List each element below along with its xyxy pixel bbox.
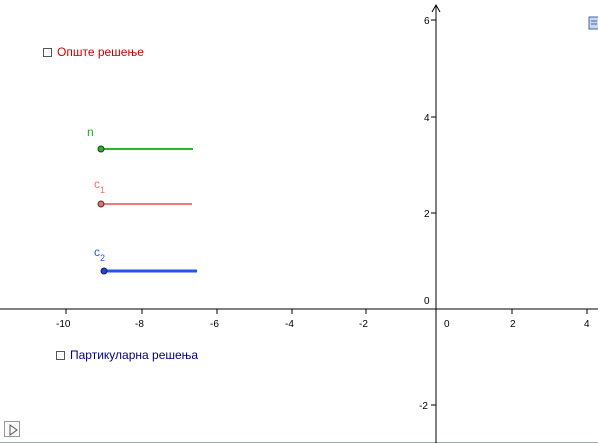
y-tick-label: 0	[424, 296, 430, 307]
slider-c1-knob[interactable]	[97, 200, 105, 208]
particular-solutions-label: Партикуларна решења	[70, 348, 199, 362]
x-tick-marks	[65, 309, 588, 314]
slider-n[interactable]: n	[87, 125, 193, 153]
slider-c2-label: c2	[94, 245, 105, 263]
x-tick-label: 0	[444, 319, 450, 330]
slider-c2-knob[interactable]	[100, 267, 108, 275]
general-solution-label: Опште решење	[57, 45, 144, 59]
x-tick-label: -8	[135, 319, 144, 330]
graphics-view-icon[interactable]	[588, 16, 598, 30]
general-solution-checkbox[interactable]: Опште решење	[43, 45, 144, 59]
slider-n-knob[interactable]	[97, 145, 105, 153]
slider-n-label: n	[87, 125, 94, 139]
x-tick-label: 4	[584, 319, 590, 330]
y-axis-arrow	[431, 3, 441, 13]
play-button[interactable]	[4, 421, 20, 437]
x-tick-label: 2	[510, 319, 516, 330]
slider-c2[interactable]: c2	[94, 245, 197, 275]
particular-solutions-checkbox[interactable]: Партикуларна решења	[56, 348, 198, 362]
y-tick-label: 6	[424, 16, 430, 27]
x-tick-label: -2	[359, 319, 368, 330]
checkbox-box[interactable]	[56, 350, 65, 360]
x-tick-label: -4	[285, 319, 294, 330]
y-tick-label: -2	[419, 401, 428, 412]
play-icon	[9, 424, 18, 436]
y-tick-label: 4	[424, 113, 430, 124]
slider-c1-label: c1	[94, 177, 105, 195]
x-tick-label: -10	[56, 319, 71, 330]
y-tick-label: 2	[424, 209, 430, 220]
checkbox-box[interactable]	[43, 47, 52, 57]
y-tick-marks	[431, 19, 436, 406]
x-tick-label: -6	[210, 319, 219, 330]
slider-c1[interactable]: c1	[94, 177, 192, 208]
